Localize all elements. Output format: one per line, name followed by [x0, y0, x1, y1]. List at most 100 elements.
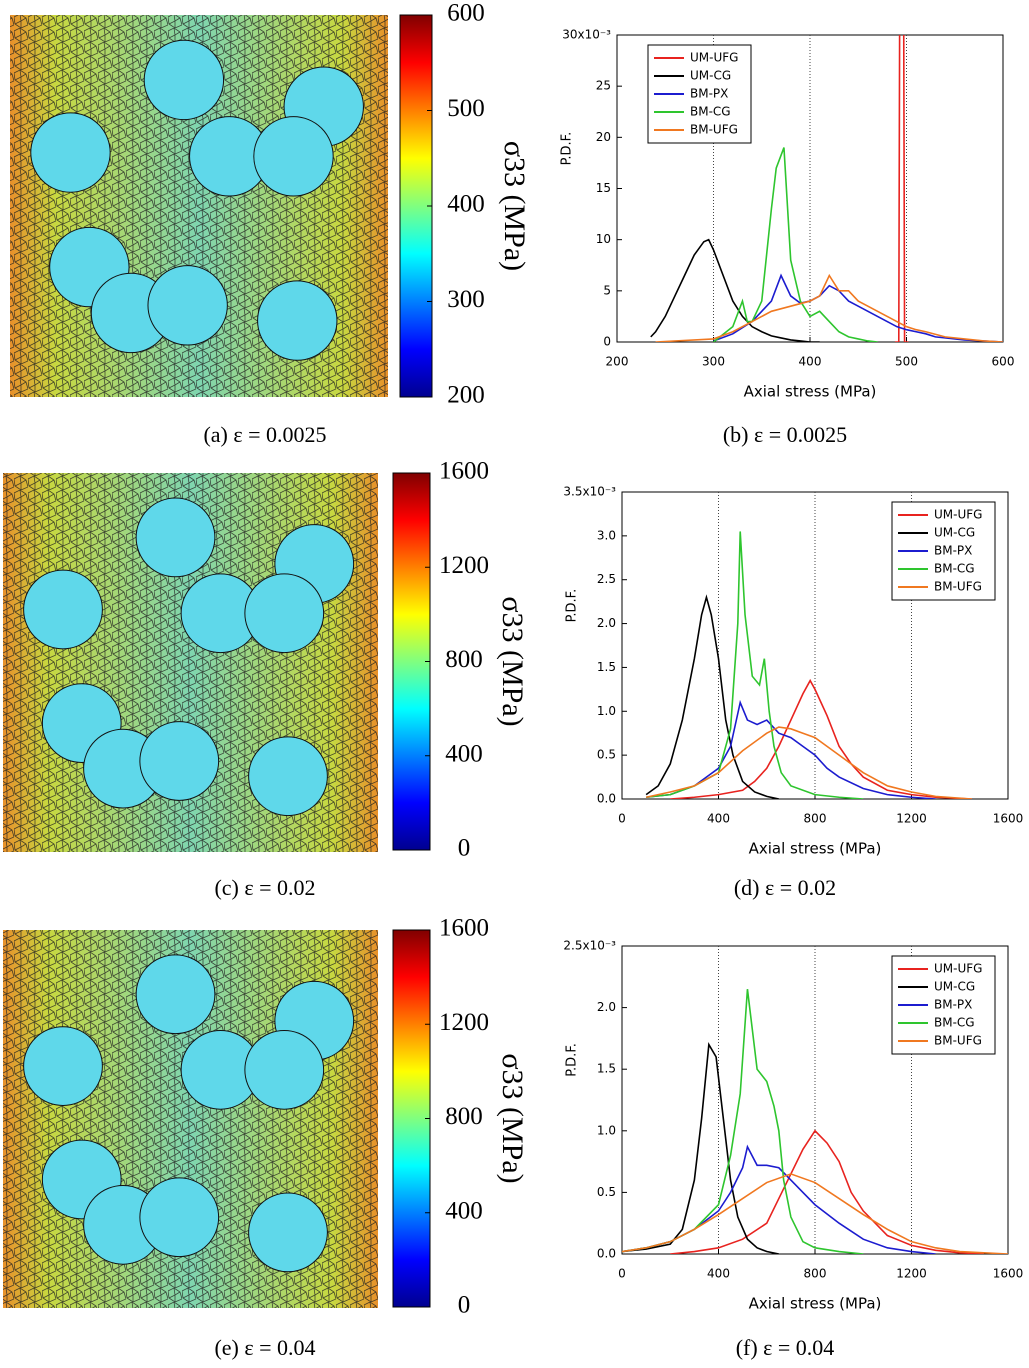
- colorbar-tick-label: 1600: [439, 458, 489, 485]
- x-tick-label: 800: [804, 812, 827, 826]
- particle: [147, 265, 228, 346]
- colorbar-tick-label: 1200: [439, 1009, 489, 1036]
- series-line: [713, 273, 1003, 342]
- colorbar-tick-label: 200: [447, 382, 485, 409]
- colorbar-tick-label: 400: [447, 191, 485, 218]
- particle: [143, 39, 225, 121]
- caption: (b) ε = 0.0025: [723, 422, 847, 447]
- caption: (c) ε = 0.02: [214, 875, 315, 900]
- x-tick-label: 200: [606, 355, 629, 369]
- legend-label: UM-CG: [690, 69, 731, 83]
- series-line: [670, 678, 972, 799]
- y-tick-label: 0: [603, 335, 611, 349]
- legend-label: BM-UFG: [934, 580, 982, 594]
- series-line: [622, 1173, 1008, 1254]
- legend-label: UM-UFG: [690, 51, 738, 65]
- legend-label: BM-PX: [690, 87, 728, 101]
- y-tick-label: 0.5: [597, 748, 616, 762]
- y-tick-label: 1.5: [597, 660, 616, 674]
- caption: (d) ε = 0.02: [734, 875, 836, 900]
- colorbar-tick-label: 400: [445, 740, 483, 767]
- y-tick-label: 5: [603, 283, 611, 297]
- y-tick-label: 2.0: [597, 616, 616, 630]
- series-group: [622, 989, 1008, 1254]
- colorbar-label: σ33 (MPa): [496, 596, 529, 726]
- x-axis-label: Axial stress (MPa): [749, 840, 882, 858]
- y-tick-label: 1.0: [597, 704, 616, 718]
- particle: [135, 954, 216, 1035]
- legend-label: BM-PX: [934, 544, 972, 558]
- legend-label: BM-CG: [934, 1016, 975, 1030]
- y-tick-label: 0.5: [597, 1185, 616, 1199]
- y-tick-label: 3.0: [597, 528, 616, 542]
- colorbar-label: σ33 (MPa): [498, 141, 531, 271]
- y-tick-label: 2.5: [597, 572, 616, 586]
- series-line: [645, 726, 972, 799]
- series-line: [622, 1144, 936, 1254]
- x-tick-label: 300: [702, 355, 725, 369]
- particle: [23, 1026, 103, 1106]
- colorbar-tick-label: 0: [458, 835, 471, 862]
- y-tick-label: 25: [596, 79, 611, 93]
- x-tick-label: 800: [804, 1267, 827, 1281]
- caption: (a) ε = 0.0025: [203, 422, 326, 447]
- x-tick-label: 400: [707, 812, 730, 826]
- x-tick-label: 600: [992, 355, 1015, 369]
- particle: [248, 1192, 328, 1273]
- colorbar-tick-label: 1200: [439, 552, 489, 579]
- y-tick-label: 2.0: [597, 1000, 616, 1014]
- legend-label: BM-CG: [934, 562, 975, 576]
- particle: [244, 573, 325, 654]
- y-tick-label: 1.5: [597, 1062, 616, 1076]
- particle: [23, 569, 103, 650]
- caption: (f) ε = 0.04: [736, 1335, 835, 1360]
- series-line: [646, 531, 864, 799]
- colorbar-tick-label: 1600: [439, 915, 489, 942]
- particle: [253, 116, 334, 197]
- x-tick-label: 1200: [896, 812, 927, 826]
- legend-label: BM-CG: [690, 105, 731, 119]
- particle: [257, 280, 338, 361]
- series-line: [670, 1129, 984, 1254]
- x-tick-label: 400: [799, 355, 822, 369]
- colorbar-label: σ33 (MPa): [496, 1053, 529, 1183]
- x-axis-label: Axial stress (MPa): [749, 1295, 882, 1313]
- legend-label: UM-UFG: [934, 508, 982, 522]
- x-tick-label: 1600: [993, 1267, 1024, 1281]
- y-tick-label: 30x10⁻³: [562, 28, 611, 42]
- colorbar-tick-label: 0: [458, 1292, 471, 1319]
- y-axis-label: P.D.F.: [560, 132, 575, 166]
- x-tick-label: 0: [618, 1267, 626, 1281]
- series-line: [713, 147, 878, 342]
- legend-label: UM-CG: [934, 980, 975, 994]
- legend-label: BM-UFG: [934, 1034, 982, 1048]
- y-tick-label: 15: [596, 181, 611, 195]
- series-line: [650, 238, 820, 342]
- series-line: [655, 273, 1003, 342]
- series-line: [646, 699, 936, 799]
- colorbar-tick-label: 600: [447, 0, 485, 27]
- legend-label: BM-PX: [934, 998, 972, 1012]
- y-tick-label: 0.0: [597, 1247, 616, 1261]
- x-axis-label: Axial stress (MPa): [744, 383, 877, 401]
- series-group: [650, 35, 1003, 342]
- caption: (e) ε = 0.04: [214, 1335, 315, 1360]
- particle: [139, 721, 220, 801]
- y-tick-label: 0.0: [597, 792, 616, 806]
- y-tick-label: 20: [596, 130, 611, 144]
- x-tick-label: 400: [707, 1267, 730, 1281]
- legend-label: BM-UFG: [690, 123, 738, 137]
- colorbar-tick-label: 300: [447, 286, 485, 313]
- colorbar: [392, 929, 431, 1308]
- y-axis-label: P.D.F.: [565, 589, 580, 623]
- y-axis-label: P.D.F.: [565, 1043, 580, 1077]
- series-line: [645, 594, 779, 799]
- y-tick-label: 2.5x10⁻³: [563, 939, 616, 953]
- particle: [30, 112, 111, 193]
- x-tick-label: 1200: [896, 1267, 927, 1281]
- particle: [135, 497, 216, 578]
- particle: [244, 1029, 325, 1110]
- colorbar-tick-label: 800: [445, 646, 483, 673]
- series-group: [645, 531, 972, 799]
